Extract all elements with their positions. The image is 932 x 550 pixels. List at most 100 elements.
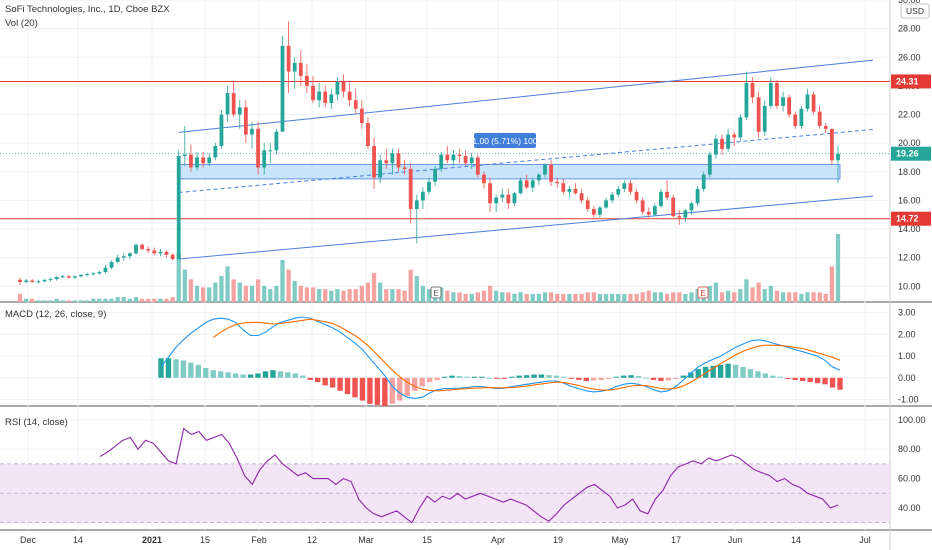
volume-bar xyxy=(225,266,230,302)
macd-histogram-bar xyxy=(777,376,783,378)
candle-body xyxy=(579,193,584,201)
macd-histogram-bar xyxy=(165,358,172,378)
price-tag-label: 24.31 xyxy=(896,76,919,86)
candle-body xyxy=(231,93,236,115)
macd-histogram-bar xyxy=(374,377,381,405)
macd-histogram-bar xyxy=(591,377,597,381)
macd-tick-label: 1.00 xyxy=(898,351,916,361)
volume-bar xyxy=(671,292,676,302)
volume-bar xyxy=(48,300,53,302)
x-tick-label: Mar xyxy=(358,535,374,545)
volume-bar xyxy=(219,276,224,302)
candle-body xyxy=(775,83,779,106)
volume-bar xyxy=(512,293,517,302)
macd-histogram-bar xyxy=(770,375,776,378)
macd-histogram-bar xyxy=(382,377,388,406)
candle-body xyxy=(170,254,175,260)
volume-bar xyxy=(451,292,456,302)
volume-bar xyxy=(811,292,816,302)
candle-body xyxy=(830,128,834,161)
horizontal-levels xyxy=(0,80,890,220)
volume-bar xyxy=(286,269,291,302)
volume-bar xyxy=(194,285,200,302)
candle-body xyxy=(305,75,309,86)
candle-body xyxy=(805,94,810,109)
signal-line xyxy=(212,318,841,392)
candle-body xyxy=(298,62,303,76)
candle-body xyxy=(604,200,608,208)
macd-pane xyxy=(158,316,843,406)
volume-bar xyxy=(139,298,145,302)
macd-histogram-bar xyxy=(292,373,298,378)
volume-bar xyxy=(481,290,487,302)
volume-bar xyxy=(463,293,468,302)
price-tick-label: 26.00 xyxy=(898,52,921,62)
volume-bar xyxy=(542,292,548,302)
candle-body xyxy=(469,157,474,164)
macd-histogram-bar xyxy=(538,374,545,378)
macd-histogram-bar xyxy=(494,377,500,379)
macd-histogram-bar xyxy=(210,370,216,378)
volume-bar xyxy=(268,289,273,302)
macd-histogram-bar xyxy=(329,377,336,388)
macd-histogram-bar xyxy=(270,370,276,378)
candle-body xyxy=(793,114,798,126)
rsi-title: RSI (14, close) xyxy=(5,417,68,428)
candle-body xyxy=(768,83,773,106)
volume-bar xyxy=(262,285,267,302)
candle-body xyxy=(823,125,828,129)
volume-bar xyxy=(817,292,822,302)
candle-body xyxy=(732,134,737,138)
price-tick-label: 18.00 xyxy=(898,167,921,177)
volume-bar xyxy=(793,292,798,302)
x-tick-label: Feb xyxy=(251,535,267,545)
candle-body xyxy=(24,280,28,282)
volume-bar xyxy=(500,292,505,302)
candle-body xyxy=(182,154,187,157)
macd-histogram-bar xyxy=(822,377,828,385)
macd-line xyxy=(160,316,841,399)
volume-bar xyxy=(487,285,493,302)
candle-body xyxy=(530,180,535,188)
volume-bar xyxy=(72,300,78,302)
macd-histogram-bar xyxy=(232,373,239,378)
macd-histogram-bar xyxy=(464,376,470,378)
candle-body xyxy=(463,156,468,164)
trend-channel: 1.00 (5.71%) 100 E E xyxy=(178,59,874,299)
volume-bar xyxy=(774,290,780,302)
candle-body xyxy=(335,81,340,95)
candle-body xyxy=(103,267,108,272)
candle-body xyxy=(152,250,157,254)
candle-body xyxy=(164,251,169,255)
candle-body xyxy=(549,164,553,182)
macd-tick-label: -1.00 xyxy=(898,394,919,404)
currency-badge[interactable]: USD xyxy=(900,3,930,19)
price-tick-label: 14.00 xyxy=(898,224,921,234)
volume-bar xyxy=(616,293,621,302)
macd-histogram-bar xyxy=(344,377,351,395)
candle-body xyxy=(622,183,627,189)
volume-bar xyxy=(23,298,29,302)
candle-body xyxy=(18,279,22,282)
candle-body xyxy=(66,276,71,278)
volume-bar xyxy=(158,298,163,302)
volume-bar xyxy=(170,297,175,302)
volume-bar xyxy=(689,292,694,302)
volume-bar xyxy=(127,298,133,302)
x-tick-label: 14 xyxy=(73,535,83,545)
volume-bar xyxy=(146,298,151,302)
x-tick-label: 12 xyxy=(307,535,317,545)
volume-bar xyxy=(744,279,749,302)
support-zone-rect xyxy=(178,164,841,180)
macd-histogram-bar xyxy=(359,377,366,401)
volume-bar xyxy=(426,289,432,302)
volume-bars xyxy=(17,234,841,302)
volume-bar xyxy=(640,292,645,302)
volume-bar xyxy=(713,282,719,302)
volume-bar xyxy=(341,290,346,302)
price-tick-label: 10.00 xyxy=(898,281,921,291)
macd-histogram-bar xyxy=(740,366,746,378)
macd-histogram-bar xyxy=(247,374,254,378)
candle-body xyxy=(402,167,407,169)
